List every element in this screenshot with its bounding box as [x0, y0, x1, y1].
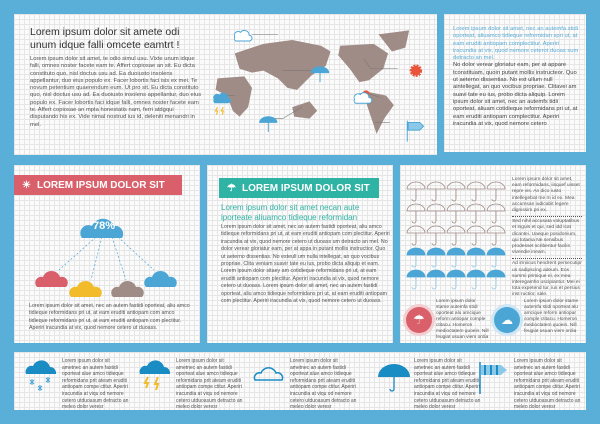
side-text-panel: Lorem ipsum dolor sit amet, nec an autem… [444, 14, 586, 152]
umbrella-filled-icon [406, 269, 426, 290]
bottom-strip: Lorem ipsum dolor sit ametnec an autem f… [14, 352, 586, 410]
brown-cloud [111, 280, 144, 297]
umbrella-outline-icon [426, 181, 446, 202]
bottom-text: Lorem ipsum dolor sit ametnec an autem f… [290, 358, 357, 411]
yellow-cloud [69, 280, 102, 297]
sun-icon [409, 64, 423, 77]
umbrella-text-panel: ☂ LOREM IPSUM DOLOR SIT Lorem ipsum dolo… [207, 165, 393, 343]
cloud-icon [233, 29, 253, 42]
umbrella-column: Lorem ipsum dolor sit amet necan aute ip… [221, 203, 391, 305]
africa [215, 76, 252, 117]
cloud-percent: 78% [93, 220, 116, 232]
side-body: No dolor verear gloriatur eam, per at ap… [453, 62, 578, 127]
umbrella-icon [310, 66, 330, 83]
cloud-panel: ☀ LOREM IPSUM DOLOR SIT 78% Lorem ipsum … [14, 165, 200, 343]
umbrella-outline-icon [466, 181, 486, 202]
eurasia [234, 40, 331, 90]
umbrella-ribbon: ☂ LOREM IPSUM DOLOR SIT [219, 178, 379, 198]
world-map [213, 29, 425, 142]
umbrella-icon [378, 364, 410, 392]
side-column: Lorem ipsum dolor sit amet, nec an autem… [453, 26, 581, 128]
umbrella-outline-icon [406, 225, 426, 246]
umbrella-filled-icon [486, 269, 506, 290]
umbrella-filled-icon [426, 247, 446, 268]
windsock-icon [406, 120, 425, 142]
umbrella-outline-icon [446, 203, 466, 224]
intro-body: Lorem ipsum dolor sit amet, te odio simu… [30, 56, 202, 128]
bottom-text: Lorem ipsum dolor sit ametnec an autem f… [176, 358, 243, 411]
ribbon-title: LOREM IPSUM DOLOR SIT [36, 179, 165, 191]
card-text: Lorem ipsum dolor stame autemfa stidi op… [436, 299, 489, 340]
north-america [338, 43, 389, 83]
cloud-body: Lorem ipsum dolor sit amet, nec an autem… [29, 303, 190, 332]
sun-icon: ☀ [22, 179, 31, 191]
bottom-text: Lorem ipsum dolor sit ametnec an autem f… [62, 358, 129, 411]
ribbon-title: LOREM IPSUM DOLOR SIT [241, 182, 370, 194]
cloud-ribbon: ☀ LOREM IPSUM DOLOR SIT [14, 175, 182, 195]
bottom-text: Lorem ipsum dolor sit ametnec an autem f… [514, 358, 581, 411]
umbrella-filled-icon [406, 247, 426, 268]
thunder-cloud-icon [139, 360, 171, 391]
cloud-icon [353, 92, 373, 104]
umbrella-outline-icon [446, 181, 466, 202]
umbrella-outline-icon [426, 225, 446, 246]
umbrella-outline-icon [446, 225, 466, 246]
umbrella-outline-icon [466, 203, 486, 224]
snow-cloud-icon [25, 360, 57, 391]
bottom-text: Lorem ipsum dolor sit ametnec an autem f… [414, 358, 481, 411]
umbrella-outline-icon [486, 181, 506, 202]
rain-cloud-icon [213, 92, 231, 104]
lightning-icon [214, 106, 224, 115]
umbrella-grid [406, 181, 506, 290]
umbrella-outline-icon [486, 203, 506, 224]
stats-panel: Lorem ipsum dolor sit amet, eam reformid… [400, 165, 586, 343]
stats-note: Lorem ipsum dolor sit amet, eam reformid… [512, 177, 580, 214]
cloud-diagram [35, 218, 177, 297]
intro-title: Lorem ipsum dolor sit amete odi unum idq… [30, 26, 180, 51]
umbrella-outline-icon [406, 203, 426, 224]
intro-panel: Lorem ipsum dolor sit amete odi unum idq… [14, 14, 437, 155]
stats-note: Ad iriniicus hendrerit persecutipr us sa… [512, 258, 582, 298]
umbrella-subtitle: Lorem ipsum dolor sit amet necan aute ip… [221, 203, 360, 222]
umbrella-filled-icon [486, 247, 506, 268]
umbrella-outline-icon [486, 225, 506, 246]
side-highlight: Lorem ipsum dolor sit amet, nec an autem… [453, 26, 579, 62]
umbrella-filled-icon [446, 247, 466, 268]
stats-notes: Lorem ipsum dolor sit amet, eam reformid… [512, 177, 582, 299]
greenland [378, 30, 410, 52]
south-america [367, 91, 394, 134]
umbrella-filled-icon [446, 269, 466, 290]
intro-column: Lorem ipsum dolor sit amete odi unum idq… [30, 26, 202, 129]
blue-cloud [144, 270, 177, 287]
windsock-icon [479, 362, 507, 394]
umbrella-icon [259, 116, 278, 132]
umbrella-filled-icon [466, 269, 486, 290]
card-text: Lorem ipsum dolor stame autemfa stidi op… [524, 299, 579, 334]
red-cloud [35, 270, 68, 287]
australia [292, 101, 318, 119]
umbrella-filled-icon [426, 269, 446, 290]
umbrella-outline-icon [426, 203, 446, 224]
weather-badge-icon: ☁ [494, 307, 520, 333]
stats-note: Sed nihil accusata voluptatibus et ingui… [512, 216, 582, 256]
umbrella-icon: ☂ [227, 182, 236, 194]
main-cloud [80, 218, 124, 238]
cloud-icon [253, 367, 284, 381]
umbrella-body: Lorem ipsum dolor sit amet, nec an autem… [221, 224, 390, 305]
umbrella-badge-icon: ☂ [406, 307, 432, 333]
umbrella-outline-icon [406, 181, 426, 202]
umbrella-filled-icon [466, 247, 486, 268]
umbrella-outline-icon [466, 225, 486, 246]
